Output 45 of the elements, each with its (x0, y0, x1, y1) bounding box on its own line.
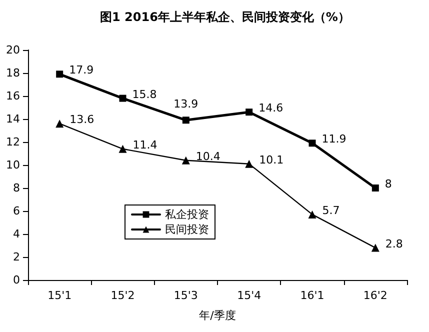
x-tick-label: 16'1 (300, 289, 324, 302)
point (308, 210, 316, 218)
point (118, 144, 127, 153)
point (182, 116, 190, 124)
y-tick-label: 0 (13, 274, 20, 286)
data-label: 13.6 (70, 113, 94, 126)
point (182, 156, 190, 164)
legend-label: 私企投资 (165, 208, 209, 221)
data-label: 2.8 (385, 237, 403, 250)
data-label: 5.7 (322, 204, 340, 217)
y-tick-label: 14 (6, 112, 20, 126)
y-tick-label: 20 (6, 44, 20, 56)
y-tick-label: 18 (6, 66, 20, 80)
y-tick-label: 16 (6, 90, 20, 102)
point (56, 70, 64, 78)
data-label: 17.9 (69, 64, 94, 77)
data-label: 13.9 (174, 98, 198, 111)
y-tick-label: 4 (13, 228, 20, 240)
data-label: 8 (384, 178, 392, 190)
point (245, 160, 254, 168)
chart-title: 图1 2016年上半年私企、民间投资变化（%） (100, 10, 350, 24)
y-tick-label: 6 (13, 204, 20, 218)
data-label: 11.4 (132, 138, 158, 152)
point (246, 108, 253, 116)
point (56, 120, 64, 128)
data-label: 10.4 (196, 150, 220, 163)
y-tick-label: 2 (13, 250, 20, 264)
point (371, 244, 380, 252)
point (308, 140, 316, 147)
y-tick-label: 10 (6, 158, 20, 172)
data-label: 14.6 (258, 102, 284, 115)
x-axis-title: 年/季度 (199, 309, 236, 322)
point (119, 94, 126, 102)
x-tick-label: 16'2 (363, 289, 388, 302)
point (372, 184, 379, 192)
y-tick-label: 8 (13, 182, 20, 194)
x-tick-label: 15'3 (174, 289, 198, 302)
x-tick-label: 15'1 (48, 289, 72, 302)
data-label: 11.9 (322, 132, 346, 146)
data-label: 15.8 (132, 88, 157, 101)
y-tick-label: 12 (6, 136, 20, 148)
x-tick-label: 15'4 (237, 289, 262, 302)
data-label: 10.1 (259, 153, 284, 166)
legend-label: 民间投资 (165, 223, 209, 236)
x-tick-label: 15'2 (110, 289, 135, 302)
